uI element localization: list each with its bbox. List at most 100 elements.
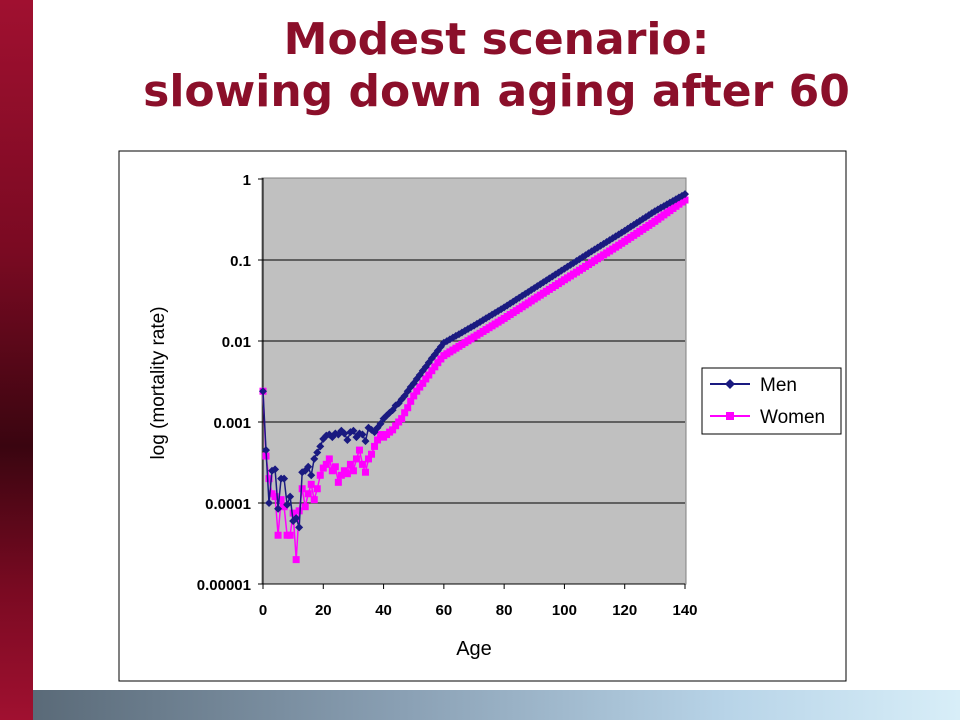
legend-men-diamond-icon — [725, 379, 735, 389]
data-point-women — [413, 387, 421, 395]
data-point-women — [355, 446, 363, 454]
data-point-men — [578, 253, 587, 262]
data-point-men — [506, 299, 515, 308]
data-point-men — [681, 190, 689, 199]
data-point-women — [310, 496, 318, 504]
y-tick-labels: 1 0.1 0.01 0.001 0.0001 0.00001 — [197, 172, 251, 594]
data-point-men — [265, 499, 274, 507]
y-tick-label: 0.01 — [222, 334, 251, 351]
data-point-men — [295, 523, 304, 532]
data-point-men — [292, 514, 301, 523]
x-tick-label: 140 — [672, 602, 697, 619]
data-point-women — [337, 471, 345, 479]
x-tick-label: 80 — [496, 602, 513, 619]
data-point-women — [416, 383, 424, 391]
data-point-women — [368, 450, 376, 458]
data-point-men — [286, 492, 295, 501]
x-tick-label: 40 — [375, 602, 392, 619]
y-axis-label: log (mortality rate) — [148, 306, 169, 459]
data-point-women — [316, 471, 324, 479]
data-point-men — [376, 419, 385, 428]
data-point-men — [340, 429, 349, 438]
data-point-women — [681, 196, 689, 204]
data-point-men — [343, 435, 352, 444]
slide-title: Modest scenario: slowing down aging afte… — [33, 14, 960, 118]
data-point-women — [289, 509, 297, 517]
data-point-men — [361, 437, 370, 446]
data-point-women — [295, 507, 303, 515]
data-point-women — [301, 503, 309, 511]
data-point-men — [262, 446, 271, 455]
y-tick-label: 0.00001 — [197, 577, 251, 594]
legend-women-square-icon — [726, 412, 734, 420]
data-point-women — [422, 375, 430, 383]
data-point-women — [374, 436, 382, 444]
data-point-women — [389, 426, 397, 434]
data-point-women — [404, 404, 412, 412]
data-point-women — [425, 371, 433, 379]
data-point-men — [259, 387, 267, 396]
data-point-men — [349, 426, 358, 435]
data-point-women — [304, 490, 312, 498]
data-point-men — [283, 500, 292, 509]
data-point-men — [280, 474, 289, 483]
x-tick-label: 120 — [612, 602, 637, 619]
data-point-men — [271, 465, 280, 474]
data-point-women — [434, 359, 442, 367]
x-tick-label: 100 — [552, 602, 577, 619]
data-point-women — [361, 468, 369, 476]
data-point-men — [310, 454, 319, 463]
data-point-women — [274, 531, 282, 539]
data-point-women — [265, 475, 273, 483]
data-point-women — [343, 470, 351, 478]
left-accent-bar — [0, 0, 33, 720]
data-point-women — [298, 485, 306, 493]
data-point-women — [371, 442, 379, 450]
data-point-women — [401, 409, 409, 417]
series-men — [259, 190, 689, 532]
slide-title-line-2: slowing down aging after 60 — [143, 66, 850, 117]
y-tick-label: 0.0001 — [205, 496, 251, 513]
series-layer — [259, 190, 689, 564]
data-point-men — [316, 442, 325, 451]
data-point-women — [280, 503, 288, 511]
legend-box — [701, 367, 842, 435]
legend: Men Women — [701, 367, 842, 435]
legend-women-label: Women — [760, 407, 825, 428]
x-tick-label: 60 — [436, 602, 453, 619]
data-point-women — [277, 496, 285, 504]
series-women — [259, 196, 689, 564]
data-point-women — [319, 464, 327, 472]
data-point-women — [313, 485, 321, 493]
slide-title-line-1: Modest scenario: — [283, 14, 710, 65]
data-point-women — [358, 460, 366, 468]
data-point-women — [271, 493, 279, 501]
bottom-accent-bar — [33, 690, 960, 720]
data-point-men — [304, 462, 313, 471]
data-point-women — [325, 455, 333, 463]
x-tick-label: 20 — [315, 602, 332, 619]
data-point-women — [407, 397, 415, 405]
data-point-women — [352, 455, 360, 463]
data-point-women — [392, 422, 400, 430]
data-point-women — [346, 460, 354, 468]
data-point-women — [349, 467, 357, 475]
x-axis-label: Age — [456, 638, 492, 660]
data-point-men — [307, 471, 316, 480]
x-tick-labels: 0 20 40 60 80 100 120 140 — [259, 602, 698, 619]
y-tick-label: 1 — [243, 172, 251, 189]
data-point-women — [331, 463, 339, 471]
data-point-women — [410, 392, 418, 400]
data-point-women — [428, 367, 436, 375]
data-point-women — [334, 478, 342, 486]
data-point-men — [358, 430, 367, 439]
data-point-men — [274, 504, 283, 513]
data-point-women — [431, 363, 439, 371]
data-point-women — [322, 460, 330, 468]
data-point-women — [365, 455, 372, 463]
x-tick-label: 0 — [259, 602, 267, 619]
axes — [258, 178, 686, 589]
data-point-women — [286, 531, 294, 539]
data-point-women — [328, 467, 336, 475]
